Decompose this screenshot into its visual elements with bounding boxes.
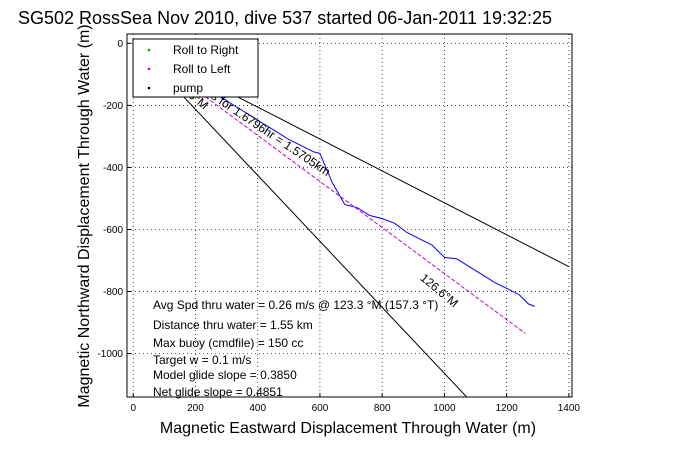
x-tick-label: 0: [130, 403, 136, 414]
y-tick-label: 0: [117, 39, 123, 50]
legend-marker-roll-left: [147, 67, 151, 71]
stat-target-w: Target w = 0.1 m/s: [153, 353, 251, 367]
chart-title: SG502 RossSea Nov 2010, dive 537 started…: [18, 8, 552, 28]
x-tick-label: 1400: [558, 403, 581, 414]
y-tick-label: -600: [103, 225, 123, 236]
y-tick-label: -200: [103, 101, 123, 112]
x-tick-label: 600: [312, 403, 329, 414]
legend-label-pump: pump: [173, 81, 203, 95]
x-axis-label: Magnetic Eastward Displacement Through W…: [160, 420, 536, 437]
x-tick-label: 200: [187, 403, 204, 414]
legend-label-roll-left: Roll to Left: [173, 62, 231, 76]
x-tick-label: 400: [249, 403, 266, 414]
x-tick-label: 1200: [496, 403, 519, 414]
x-tick-label: 1000: [433, 403, 456, 414]
series-line-3: [132, 42, 468, 397]
axis-ticks: 0 200 400 600 800 1000 1200 1400 0 -200 -400 -600 -8…: [97, 39, 580, 414]
legend-box: [132, 38, 259, 98]
stat-net-glide: Net glide slope = 0.4851: [153, 385, 283, 399]
legend-label-roll-right: Roll to Right: [173, 43, 239, 57]
stat-distance: Distance thru water = 1.55 km: [153, 318, 313, 332]
stats-block: Avg Spd thru water = 0.26 m/s @ 123.3 °M…: [153, 298, 438, 399]
x-tick-label: 800: [374, 403, 391, 414]
legend-marker-roll-right: [147, 48, 151, 52]
stat-model-glide: Model glide slope = 0.3850: [153, 368, 297, 382]
stat-max-buoy: Max buoy (cmdfile) = 150 cc: [153, 336, 303, 350]
y-tick-label: -400: [103, 163, 123, 174]
y-axis-label: Magnetic Northward Displacement Through …: [76, 24, 93, 407]
stat-avg-speed: Avg Spd thru water = 0.26 m/s @ 123.3 °M…: [153, 298, 438, 312]
legend-marker-pump: [147, 86, 151, 90]
y-tick-label: -800: [103, 287, 123, 298]
y-tick-label: -1000: [97, 349, 123, 360]
legend: Roll to Right Roll to Left pump: [132, 38, 259, 98]
